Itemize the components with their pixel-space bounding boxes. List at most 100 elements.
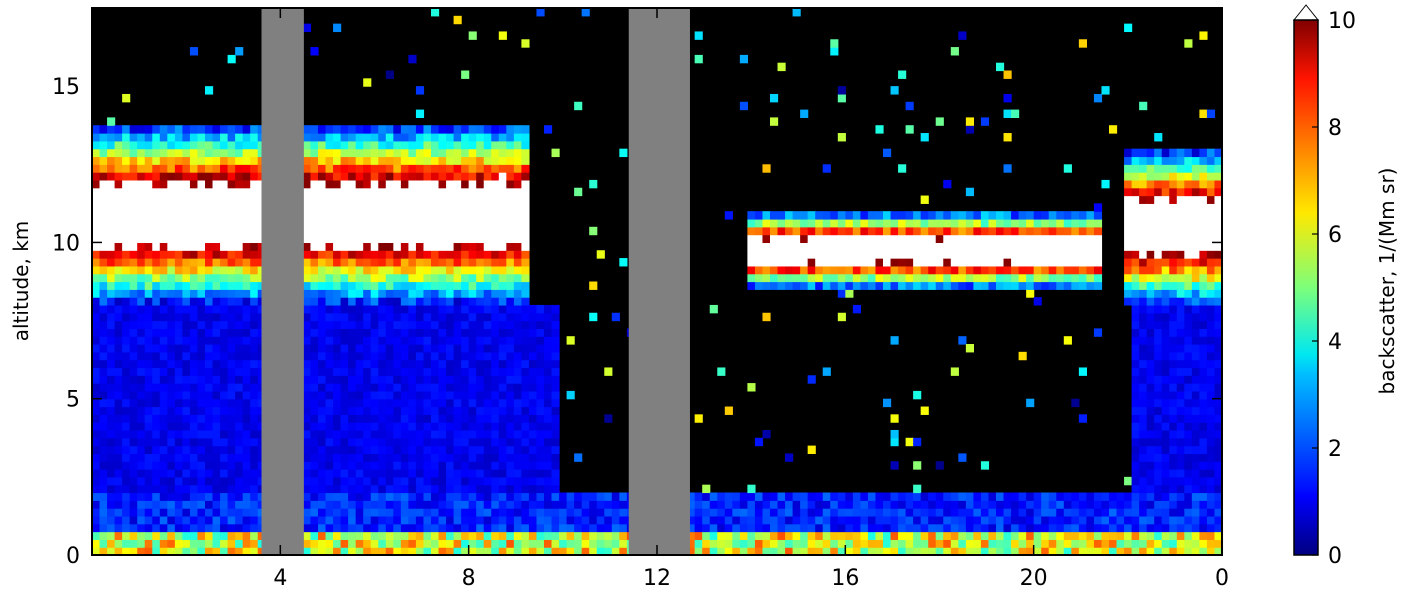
- heatmap-cell: [1139, 492, 1148, 501]
- heatmap-cell: [302, 172, 312, 181]
- heatmap-cell: [513, 250, 522, 259]
- heatmap-cell: [1169, 469, 1178, 478]
- heatmap-cell: [220, 523, 229, 533]
- heatmap-cell: [724, 500, 733, 509]
- heatmap-cell: [544, 469, 553, 478]
- heatmap-cell: [860, 515, 869, 525]
- heatmap-cell: [197, 250, 206, 259]
- heatmap-cell: [1063, 234, 1072, 244]
- heatmap-cell: [129, 179, 138, 189]
- heatmap-cell: [438, 234, 447, 244]
- heatmap-cell: [521, 320, 530, 329]
- heatmap-cell: [205, 515, 214, 525]
- heatmap-cell: [325, 203, 334, 212]
- heatmap-cell: [220, 156, 229, 165]
- heatmap-cell: [212, 289, 221, 298]
- heatmap-cell: [506, 195, 515, 204]
- heatmap-cell: [551, 359, 560, 369]
- heatmap-cell: [107, 172, 116, 181]
- heatmap-cell: [431, 328, 440, 337]
- heatmap-cell: [340, 156, 349, 165]
- heatmap-cell: [302, 523, 312, 533]
- heatmap-cell: [348, 211, 357, 220]
- heatmap-cell: [107, 125, 116, 134]
- heatmap-cell: [453, 195, 462, 204]
- heatmap-cell: [378, 547, 387, 555]
- heatmap-cell: [250, 429, 259, 439]
- heatmap-cell: [498, 320, 507, 329]
- heatmap-cell: [1109, 523, 1118, 533]
- heatmap-cell: [928, 515, 937, 525]
- heatmap-cell: [1146, 492, 1155, 501]
- heatmap-cell: [528, 390, 538, 400]
- heatmap-cell: [167, 484, 176, 494]
- heatmap-cell: [302, 23, 312, 33]
- heatmap-cell: [1056, 211, 1065, 220]
- heatmap-cell: [1154, 422, 1163, 431]
- heatmap-cell: [920, 273, 929, 283]
- heatmap-cell: [408, 414, 417, 423]
- heatmap-cell: [604, 414, 613, 423]
- heatmap-cell: [1146, 344, 1155, 353]
- heatmap-cell: [551, 461, 560, 470]
- heatmap-cell: [491, 484, 500, 494]
- heatmap-cell: [348, 469, 357, 478]
- heatmap-cell: [506, 359, 515, 369]
- heatmap-cell: [483, 375, 492, 384]
- heatmap-cell: [355, 273, 364, 283]
- heatmap-cell: [114, 140, 123, 150]
- heatmap-cell: [468, 398, 477, 408]
- heatmap-cell: [943, 547, 952, 555]
- heatmap-cell: [988, 242, 997, 251]
- heatmap-cell: [837, 133, 846, 142]
- heatmap-cell: [107, 531, 116, 540]
- heatmap-cell: [506, 320, 515, 329]
- heatmap-cell: [242, 359, 251, 369]
- heatmap-cell: [498, 539, 507, 548]
- heatmap-cell: [92, 328, 101, 337]
- heatmap-cell: [770, 93, 779, 103]
- heatmap-cell: [883, 234, 892, 244]
- heatmap-cell: [99, 226, 108, 236]
- heatmap-cell: [461, 547, 470, 555]
- heatmap-cell: [1154, 297, 1163, 306]
- heatmap-cell: [415, 109, 425, 118]
- heatmap-cell: [197, 125, 206, 134]
- heatmap-cell: [302, 359, 312, 369]
- heatmap-cell: [189, 164, 199, 173]
- heatmap-cell: [461, 422, 470, 431]
- heatmap-cell: [807, 539, 816, 548]
- heatmap-cell: [807, 211, 816, 220]
- heatmap-cell: [152, 383, 161, 392]
- heatmap-cell: [1086, 265, 1095, 275]
- heatmap-cell: [363, 234, 372, 244]
- heatmap-cell: [107, 445, 116, 455]
- heatmap-cell: [189, 172, 199, 181]
- heatmap-cell: [227, 429, 236, 439]
- heatmap-cell: [453, 234, 462, 244]
- heatmap-cell: [107, 469, 116, 478]
- heatmap-cell: [152, 469, 161, 478]
- heatmap-cell: [159, 375, 168, 384]
- heatmap-cell: [581, 8, 590, 17]
- heatmap-cell: [92, 281, 101, 290]
- heatmap-cell: [144, 234, 153, 244]
- heatmap-cell: [227, 297, 236, 306]
- heatmap-cell: [333, 453, 342, 462]
- heatmap-cell: [227, 531, 236, 540]
- heatmap-cell: [122, 133, 131, 142]
- heatmap-cell: [807, 265, 816, 275]
- heatmap-cell: [159, 429, 168, 439]
- heatmap-cell: [302, 453, 312, 462]
- heatmap-cell: [378, 156, 387, 165]
- heatmap-cell: [476, 390, 485, 400]
- heatmap-cell: [935, 211, 944, 220]
- heatmap-cell: [476, 336, 485, 345]
- heatmap-cell: [1048, 226, 1057, 236]
- heatmap-cell: [1026, 531, 1035, 540]
- heatmap-cell: [385, 297, 394, 306]
- heatmap-cell: [1161, 211, 1170, 220]
- heatmap-cell: [807, 547, 816, 555]
- heatmap-cell: [717, 547, 726, 555]
- heatmap-cell: [159, 218, 168, 228]
